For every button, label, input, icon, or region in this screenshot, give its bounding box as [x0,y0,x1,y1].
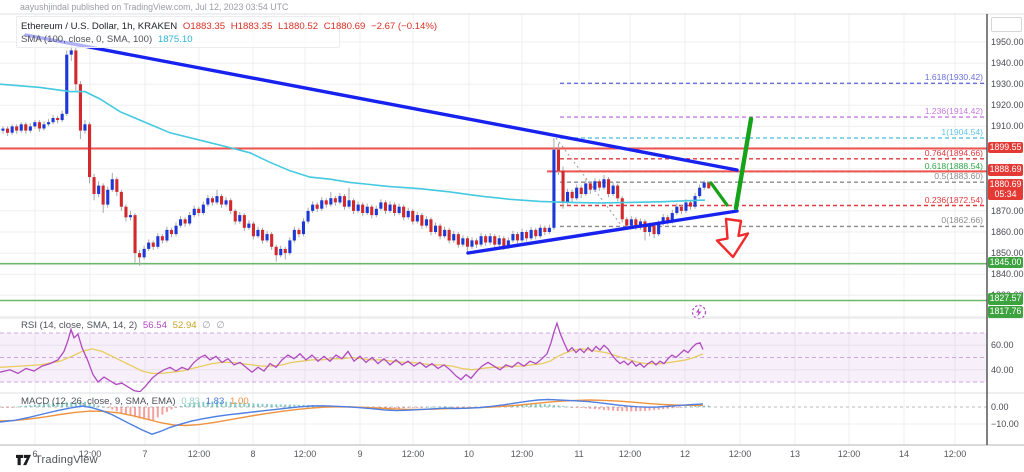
price-badge: 1888.69 [988,164,1023,176]
ohlc-change: −2.67 (−0.14%) [370,21,438,32]
time-axis-label[interactable]: 12:00 [187,449,211,459]
y-axis-label[interactable]: 1910.00 [991,121,1024,132]
price-badge: 1827.57 [988,293,1023,305]
macd-axis-label[interactable]: −10.00 [991,419,1019,429]
macd-signal-value: 1.00 [230,396,249,407]
sma-legend: SMA (100, close, 0, SMA, 100) 1875.10 [21,34,193,45]
macd-hist-value: 0.83 [181,396,200,407]
time-axis-label[interactable]: 14 [898,449,910,459]
legend-box [16,16,340,48]
horizontal-lines[interactable] [0,147,987,302]
price-badge-time: 05:34 [994,188,1017,199]
fib-level-label: 1(1904.54) [941,126,983,137]
y-axis-label[interactable]: 1940.00 [991,58,1024,69]
ohlc-open: O1883.35 [182,21,226,32]
fib-level-label: 1.236(1914.42) [924,106,983,117]
time-axis-label[interactable]: 12:00 [618,449,642,459]
rsi-line [0,321,704,392]
symbol-title[interactable]: Ethereum / U.S. Dollar, 1h, KRAKEN [21,21,178,32]
rsi-ma-value: 52.94 [172,320,197,331]
y-axis-label[interactable]: 1930.00 [991,79,1024,90]
tradingview-logo-icon [16,454,31,466]
tradingview-watermark[interactable]: TradingView [16,454,98,466]
y-axis-label[interactable]: 1870.00 [991,205,1024,216]
pane-separators [0,13,1024,446]
y-axis-label[interactable]: 1840.00 [991,269,1024,280]
fib-level-label: 0(1862.66) [941,215,983,226]
publish-info: aayushjindal published on TradingView.co… [20,2,289,12]
watermark-label: TradingView [35,454,98,466]
y-axis-label[interactable]: 1860.00 [991,226,1024,237]
fib-level-label: 0.618(1888.54) [924,160,983,171]
time-axis-label[interactable]: 7 [142,449,148,459]
time-axis-label[interactable]: 10 [463,449,475,459]
rsi-ma-line [0,348,704,375]
time-axis-label[interactable]: 12:00 [78,449,102,459]
time-axis-label[interactable]: 11 [574,449,584,459]
price-badge: 1817.76 [988,306,1023,318]
time-axis-label[interactable]: 12:00 [510,449,534,459]
event-marker-icon[interactable] [691,304,707,320]
time-axis-label[interactable]: 12:00 [293,449,317,459]
ohlc-high: H1883.35 [230,21,273,32]
fib-level-label: 0.236(1872.54) [924,194,983,205]
rsi-band-lower-value: ∅ [216,320,225,331]
y-axis-label[interactable]: 1950.00 [991,37,1024,47]
sma-line[interactable] [0,83,706,204]
time-axis-label[interactable]: 8 [250,449,256,459]
down-arrow[interactable] [715,217,750,259]
rsi-legend: RSI (14, close, SMA, 14, 2) 56.54 52.94 … [21,320,225,331]
fib-retracement[interactable] [555,82,985,228]
macd-axis-label[interactable]: 0.00 [991,402,1009,412]
time-axis-label[interactable]: 12:00 [837,449,861,459]
fib-level-label: 0.5(1883.60) [934,171,983,182]
macd-plot [0,398,987,435]
fib-level-label: 1.618(1930.42) [924,72,983,83]
time-axis-label[interactable]: 12 [679,449,691,459]
sma-value: 1875.10 [157,34,193,45]
ohlc-low: L1880.52 [278,21,319,32]
time-axis-label[interactable]: 12:00 [728,449,752,459]
time-axis-label[interactable]: 12:00 [401,449,425,459]
rsi-title[interactable]: RSI (14, close, SMA, 14, 2) [21,320,138,331]
macd-title[interactable]: MACD (12, 26, close, 9, SMA, EMA) [21,396,176,407]
time-axis-label[interactable]: 13 [789,449,801,459]
macd-legend: MACD (12, 26, close, 9, SMA, EMA) 0.83 1… [21,396,249,407]
symbol-legend: Ethereum / U.S. Dollar, 1h, KRAKEN O1883… [21,21,437,32]
ohlc-close: C1880.69 [323,21,366,32]
sma-title[interactable]: SMA (100, close, 0, SMA, 100) [21,34,153,45]
rsi-axis-label[interactable]: 40.00 [991,364,1014,375]
macd-value: 1.83 [205,396,225,407]
price-badge: 1899.55 [988,141,1023,153]
price-badge: 1880.69 05:34 [988,179,1023,201]
trendlines[interactable] [24,33,754,255]
fib-level-label: 0.764(1894.66) [924,147,983,158]
time-axis-label[interactable]: 6 [32,449,38,459]
time-axis-label[interactable]: 12:00 [943,449,967,459]
rsi-axis-label[interactable]: 60.00 [991,340,1014,351]
rsi-band [0,332,987,383]
y-axis-label[interactable]: 1920.00 [991,100,1024,111]
rsi-value: 56.54 [142,320,167,331]
candles [1,42,711,266]
macd-line [0,398,704,435]
axis-empty-label-box [991,17,1022,32]
price-badge: 1845.00 [988,256,1023,269]
time-axis-label[interactable]: 9 [357,449,363,459]
y-axis-label[interactable]: 1850.00 [991,248,1024,259]
rsi-band-upper-value: ∅ [202,320,211,331]
